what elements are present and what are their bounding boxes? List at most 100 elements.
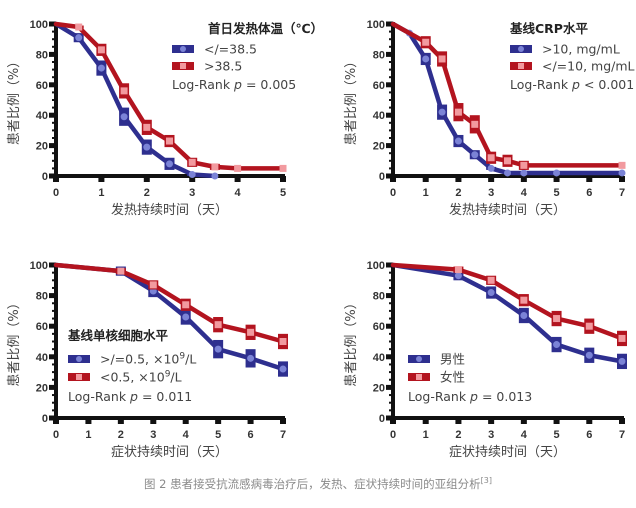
x-axis-title: 发热持续时间（天） (111, 202, 228, 218)
x-major-tick (455, 176, 462, 182)
series-line (53, 21, 218, 179)
caption-reference: [3] (480, 476, 492, 486)
y-tick-label: 20 (373, 141, 385, 153)
y-tick-label: 80 (373, 49, 385, 61)
data-point (520, 296, 528, 304)
y-tick-label: 0 (379, 413, 385, 425)
x-major-tick (553, 418, 560, 424)
y-major-tick (49, 82, 56, 88)
x-tick-label: 2 (144, 187, 150, 199)
x-major-tick (553, 176, 560, 182)
x-major-tick (390, 418, 396, 424)
x-tick-label: 3 (488, 187, 494, 199)
data-point (279, 338, 287, 345)
legend-item: 女性 (408, 370, 465, 385)
legend-title: 基线CRP水平 (509, 21, 588, 36)
x-tick-label: 7 (619, 187, 625, 199)
data-point (234, 164, 242, 172)
data-point (211, 172, 219, 180)
x-major-tick (53, 176, 59, 182)
data-point (487, 289, 495, 297)
x-tick-label: 4 (521, 187, 528, 199)
y-tick-label: 20 (36, 382, 48, 394)
y-tick-label: 60 (373, 80, 385, 92)
y-major-tick (386, 143, 393, 149)
y-major-tick (49, 262, 56, 268)
x-tick-label: 1 (423, 187, 429, 199)
y-axis-title: 患者比例（%） (7, 296, 22, 386)
data-point (585, 322, 593, 330)
y-major-tick (49, 384, 56, 390)
data-point (166, 160, 173, 168)
data-point (520, 161, 528, 169)
x-tick-label: 3 (150, 429, 156, 441)
x-major-tick (53, 418, 59, 424)
y-major-tick (386, 293, 393, 299)
y-major-tick (49, 112, 56, 118)
data-point (214, 321, 222, 329)
x-major-tick (280, 418, 286, 424)
x-major-tick (150, 418, 157, 424)
data-point (454, 272, 462, 280)
chart-panel-sex: 0 20 40 60 80 100 0 1 2 3 4 5 6 7 症状持续时间（天） 患者比例（%） 男性女性… (344, 260, 627, 460)
x-major-tick (619, 176, 625, 182)
data-point (504, 169, 511, 177)
x-tick-label: 2 (455, 429, 461, 441)
y-major-tick (386, 384, 393, 390)
x-major-tick (215, 418, 222, 424)
y-major-tick (49, 354, 56, 360)
legend-label: </=38.5 (204, 42, 257, 57)
legend-title: 首日发热体温（℃） (208, 21, 323, 36)
y-tick-label: 40 (373, 352, 385, 364)
legend-item: </=38.5 (172, 42, 257, 57)
data-point (182, 313, 190, 321)
legend-marker (180, 46, 186, 52)
x-major-tick (422, 418, 429, 424)
chart-panel-monocyte: 0 20 40 60 80 100 0 1 2 3 4 5 6 7 症状持续时间（天） 患者比例（%） 基线单核… (7, 260, 288, 460)
y-axis-title: 患者比例（%） (344, 296, 359, 386)
data-point (117, 267, 125, 275)
legend-marker (518, 46, 524, 52)
legend-marker (180, 63, 186, 69)
chart-panel-crp: 0 20 40 60 80 100 0 1 2 3 4 5 6 7 发热持续时间（天） 患者比例（%） 基线CR… (344, 19, 635, 218)
series-red (53, 262, 288, 350)
y-tick-label: 0 (42, 171, 48, 183)
x-major-tick (247, 418, 254, 424)
legend-item: >38.5 (172, 59, 242, 74)
legend-item: >/=0.5, ×109/L (68, 352, 196, 367)
x-major-tick (143, 176, 150, 182)
y-tick-label: 40 (36, 110, 48, 122)
y-major-tick (386, 82, 393, 88)
x-major-tick (586, 176, 593, 182)
log-rank-annotation: Log-Rank p = 0.005 (172, 77, 296, 92)
data-point (520, 169, 528, 177)
legend-label: >10, mg/mL (542, 42, 620, 57)
y-major-tick (386, 173, 393, 179)
x-tick-label: 1 (98, 187, 104, 199)
log-rank-annotation: Log-Rank p = 0.011 (68, 389, 192, 404)
y-tick-label: 40 (36, 352, 48, 364)
series-red (390, 21, 626, 170)
y-major-tick (386, 262, 393, 268)
y-tick-label: 80 (373, 291, 385, 303)
legend-item: 男性 (408, 352, 465, 367)
data-point (143, 123, 151, 131)
data-point (120, 87, 128, 95)
x-major-tick (98, 176, 105, 182)
data-point (585, 351, 593, 359)
data-point (520, 311, 528, 319)
y-tick-label: 20 (36, 141, 48, 153)
x-major-tick (520, 176, 527, 182)
data-point (438, 108, 446, 116)
data-point (618, 169, 626, 177)
y-major-tick (49, 143, 56, 149)
x-axis-title: 发热持续时间（天） (449, 202, 566, 218)
x-major-tick (488, 176, 495, 182)
x-major-tick (586, 418, 593, 424)
data-point (188, 158, 196, 166)
x-tick-label: 4 (183, 429, 190, 441)
figure-caption: 图 2 患者接受抗流感病毒治疗后，发热、症状持续时间的亚组分析[3] (0, 476, 636, 492)
x-major-tick (520, 418, 527, 424)
data-point (471, 151, 479, 159)
